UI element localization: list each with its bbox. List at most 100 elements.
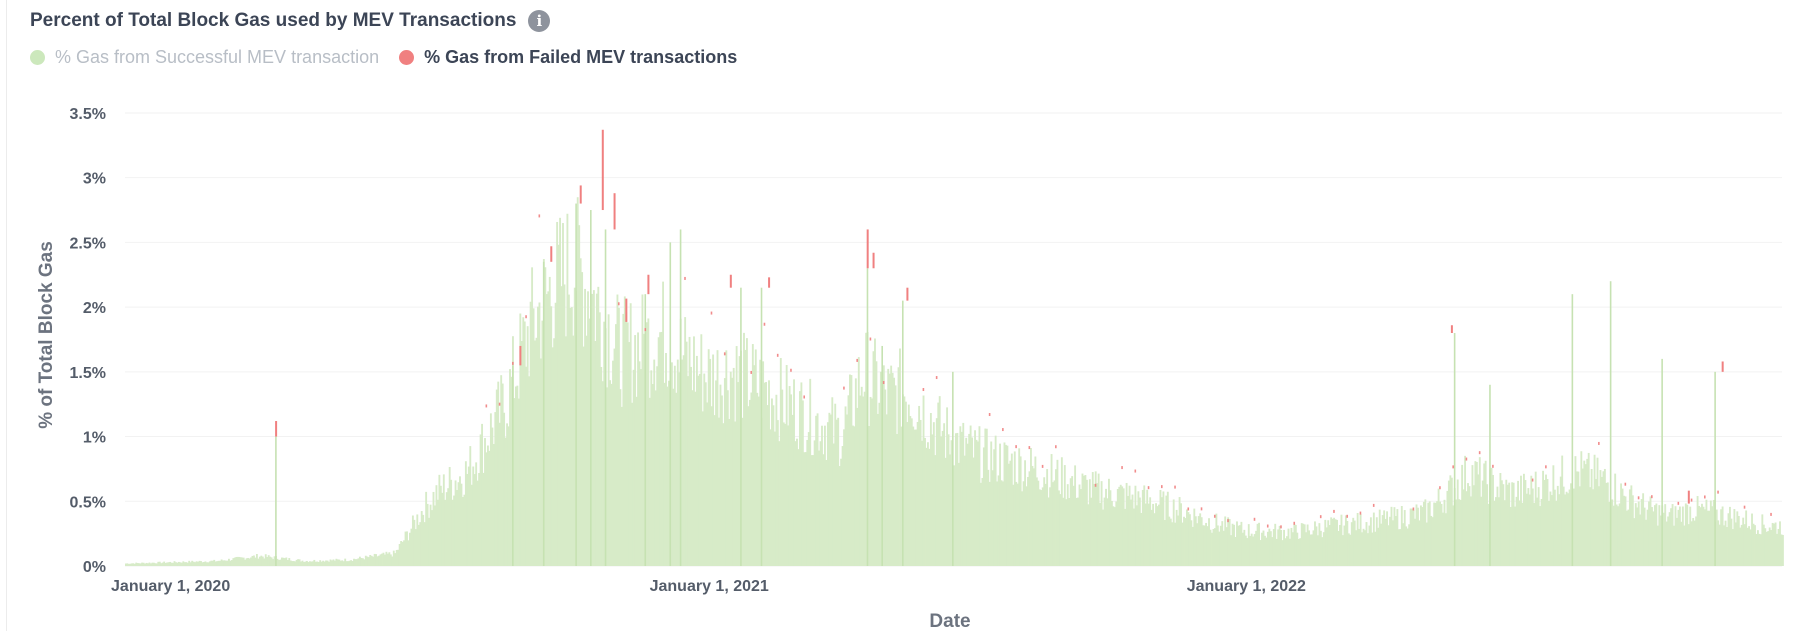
bar-successful xyxy=(1534,471,1537,566)
bar-successful xyxy=(1375,517,1378,566)
bar-successful xyxy=(525,366,528,566)
bar-successful xyxy=(1216,525,1219,566)
bar-successful xyxy=(1779,521,1781,566)
bar-successful xyxy=(592,290,595,566)
bar-successful xyxy=(1656,525,1659,566)
bar-successful xyxy=(1431,517,1434,566)
bar-successful xyxy=(201,562,204,566)
bar-successful xyxy=(1445,513,1447,566)
bar-successful xyxy=(1729,506,1731,566)
bar-successful xyxy=(672,388,675,566)
bar-successful xyxy=(606,387,609,566)
bar-successful xyxy=(1341,535,1344,566)
bar-successful xyxy=(1584,464,1587,566)
bar-successful xyxy=(913,429,916,566)
bar-successful xyxy=(233,557,236,566)
bar-failed xyxy=(729,274,732,288)
bar-successful xyxy=(1417,507,1419,566)
bar-successful xyxy=(1627,509,1630,566)
bar-successful xyxy=(966,443,969,566)
bar-successful xyxy=(863,391,866,566)
bar-successful xyxy=(879,371,882,566)
bar-successful xyxy=(1639,514,1642,566)
bar-successful xyxy=(1695,516,1698,566)
bar-successful xyxy=(1025,486,1028,566)
bar-successful xyxy=(157,561,160,566)
bar-successful xyxy=(1078,484,1081,566)
bar-successful xyxy=(977,441,979,566)
bar-successful xyxy=(1433,502,1436,566)
bar-successful xyxy=(1153,513,1156,566)
bar-successful xyxy=(1174,522,1177,566)
bar-successful xyxy=(1648,501,1650,566)
bar-successful xyxy=(726,390,729,566)
bar-successful xyxy=(1196,523,1199,566)
bar-successful xyxy=(1028,471,1031,566)
bar-successful xyxy=(1330,517,1333,566)
bar-successful xyxy=(1105,488,1107,566)
bar-failed-tip xyxy=(750,370,753,374)
bar-successful xyxy=(737,382,740,566)
bar-successful xyxy=(812,455,815,566)
bar-successful xyxy=(1194,516,1197,566)
bar-successful xyxy=(1631,495,1634,566)
info-icon[interactable]: i xyxy=(528,10,551,32)
bar-failed-tip xyxy=(1452,465,1454,469)
bar-successful xyxy=(837,417,840,566)
bar-successful xyxy=(1121,486,1124,566)
bar-successful xyxy=(1068,497,1071,566)
bar-successful xyxy=(425,491,428,566)
bar-failed-tip xyxy=(922,388,925,392)
bar-successful xyxy=(556,221,559,566)
bar-successful xyxy=(476,480,479,566)
bar-successful xyxy=(598,312,601,566)
bar-successful xyxy=(313,559,316,566)
bar-successful xyxy=(1621,488,1624,566)
legend-item-successful[interactable]: % Gas from Successful MEV transaction xyxy=(30,47,379,68)
bar-successful xyxy=(1047,497,1050,566)
bar-successful xyxy=(890,365,893,566)
bar-successful xyxy=(554,302,557,566)
bar-successful xyxy=(578,225,581,566)
bar-successful xyxy=(1640,499,1643,566)
x-axis-label: Date xyxy=(929,611,970,631)
bar-successful xyxy=(466,473,469,566)
bar-successful xyxy=(1212,529,1215,566)
bar-successful xyxy=(944,457,947,566)
bar-successful xyxy=(1110,500,1113,566)
bar-successful xyxy=(1203,525,1206,566)
bar-successful xyxy=(1693,520,1696,566)
bar-successful xyxy=(735,346,738,566)
bar-successful xyxy=(503,412,506,566)
bar-successful xyxy=(1071,476,1074,566)
bar-successful xyxy=(1653,505,1656,566)
bar-successful xyxy=(765,382,768,566)
bar-successful xyxy=(560,286,563,566)
bar-successful xyxy=(1367,533,1369,566)
bar-successful xyxy=(514,386,517,566)
bar-successful xyxy=(666,386,669,566)
bar-successful xyxy=(1015,481,1018,566)
bar-successful xyxy=(125,563,127,566)
bar-successful xyxy=(971,437,974,566)
bar-successful xyxy=(1013,451,1016,566)
bar-failed-tip xyxy=(1531,478,1534,482)
bar-successful xyxy=(459,476,461,566)
bar-successful xyxy=(595,293,598,566)
bar-successful-spike xyxy=(740,287,742,566)
bar-successful xyxy=(710,406,713,566)
bar-successful xyxy=(1674,506,1677,566)
bar-successful xyxy=(810,455,813,566)
bar-failed-tip xyxy=(1624,482,1627,486)
bar-successful xyxy=(1596,457,1599,566)
bar-successful xyxy=(968,433,971,566)
bar-successful xyxy=(248,558,251,566)
legend-item-failed[interactable]: % Gas from Failed MEV transactions xyxy=(399,47,737,68)
bar-successful xyxy=(806,439,809,566)
bar-failed-tip xyxy=(684,276,686,280)
bar-successful xyxy=(454,480,457,566)
bar-successful xyxy=(1670,508,1673,566)
bar-successful xyxy=(444,499,447,566)
bar-successful xyxy=(688,336,691,566)
bar-successful xyxy=(847,395,850,566)
